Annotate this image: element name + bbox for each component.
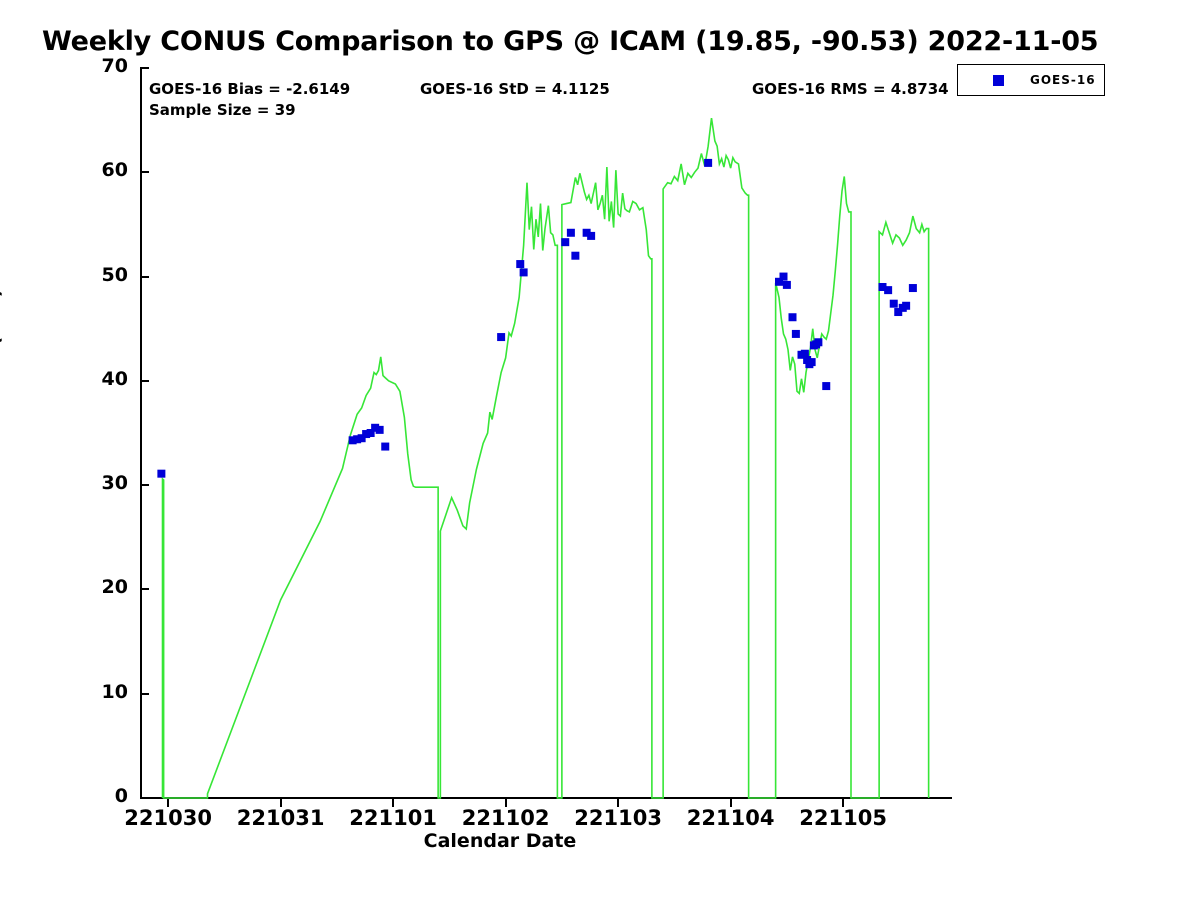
data-point bbox=[704, 158, 713, 167]
stat-std: GOES-16 StD = 4.1125 bbox=[420, 80, 610, 98]
x-tick-221104 bbox=[729, 797, 732, 807]
x-tick-221031 bbox=[279, 797, 282, 807]
data-point bbox=[497, 333, 506, 342]
data-point bbox=[561, 238, 570, 247]
legend: GOES-16 bbox=[957, 64, 1105, 96]
y-tick-label-50: 50 bbox=[101, 263, 128, 286]
x-tick-label-221101: 221101 bbox=[349, 806, 437, 830]
x-tick-221101 bbox=[392, 797, 395, 807]
data-point bbox=[800, 349, 809, 358]
data-point bbox=[884, 286, 893, 295]
data-point bbox=[587, 231, 596, 240]
data-point bbox=[516, 260, 525, 269]
y-tick-10 bbox=[140, 692, 149, 695]
data-point bbox=[894, 308, 903, 317]
data-point bbox=[788, 313, 797, 322]
data-point bbox=[803, 356, 812, 364]
x-tick-label-221104: 221104 bbox=[686, 806, 775, 830]
data-point bbox=[366, 429, 375, 437]
data-point bbox=[902, 301, 911, 310]
x-tick-221105 bbox=[842, 797, 845, 807]
data-point bbox=[381, 442, 390, 451]
x-tick-label-221105: 221105 bbox=[799, 806, 887, 830]
y-tick-0 bbox=[140, 797, 149, 799]
data-point bbox=[822, 382, 831, 391]
data-point bbox=[814, 338, 823, 347]
data-point bbox=[908, 284, 917, 293]
data-point bbox=[357, 434, 366, 443]
data-point bbox=[571, 251, 580, 260]
data-point bbox=[889, 299, 898, 308]
y-tick-70 bbox=[140, 67, 149, 69]
data-point bbox=[779, 272, 788, 281]
y-axis-line bbox=[140, 68, 142, 799]
stat-rms: GOES-16 RMS = 4.8734 bbox=[752, 80, 949, 98]
data-point bbox=[566, 228, 575, 237]
y-tick-label-10: 10 bbox=[101, 680, 128, 703]
stat-bias: GOES-16 Bias = -2.6149 bbox=[149, 80, 351, 98]
data-point bbox=[375, 425, 384, 434]
chart-title: Weekly CONUS Comparison to GPS @ ICAM (1… bbox=[42, 26, 1099, 57]
y-tick-30 bbox=[140, 484, 149, 487]
data-point bbox=[519, 268, 528, 277]
legend-label-goes16: GOES-16 bbox=[1030, 73, 1096, 87]
x-tick-label-221103: 221103 bbox=[574, 806, 662, 830]
x-tick-221103 bbox=[617, 797, 620, 807]
data-point bbox=[582, 228, 591, 237]
goes16-scatter-series bbox=[157, 158, 917, 478]
data-point bbox=[348, 436, 357, 445]
y-tick-50 bbox=[140, 275, 149, 278]
x-axis-label: Calendar Date bbox=[423, 830, 577, 852]
data-point bbox=[371, 423, 380, 432]
data-point bbox=[353, 435, 362, 444]
y-tick-label-30: 30 bbox=[101, 472, 128, 495]
x-tick-221030 bbox=[167, 797, 170, 807]
data-point bbox=[782, 280, 791, 289]
x-axis-line bbox=[140, 797, 952, 799]
y-tick-label-0: 0 bbox=[114, 785, 128, 807]
x-tick-label-221031: 221031 bbox=[236, 806, 325, 830]
stat-sample-size: Sample Size = 39 bbox=[149, 101, 296, 119]
y-tick-60 bbox=[140, 171, 149, 174]
y-tick-label-70: 70 bbox=[101, 55, 128, 77]
x-tick-label-221030: 221030 bbox=[124, 806, 212, 830]
y-tick-label-20: 20 bbox=[101, 576, 128, 599]
data-point bbox=[775, 277, 783, 286]
y-tick-label-60: 60 bbox=[101, 159, 128, 182]
data-point bbox=[157, 469, 166, 478]
gps-line-series bbox=[161, 117, 930, 799]
line-path-gps bbox=[161, 117, 930, 799]
y-tick-label-40: 40 bbox=[101, 367, 128, 390]
y-tick-20 bbox=[140, 588, 149, 591]
data-point bbox=[807, 358, 816, 367]
legend-swatch-goes16 bbox=[993, 74, 1004, 86]
x-tick-221102 bbox=[504, 797, 507, 807]
y-tick-40 bbox=[140, 379, 149, 382]
data-point bbox=[791, 329, 800, 338]
x-tick-label-221102: 221102 bbox=[461, 806, 550, 830]
data-point bbox=[362, 430, 371, 439]
data-point bbox=[878, 283, 887, 291]
